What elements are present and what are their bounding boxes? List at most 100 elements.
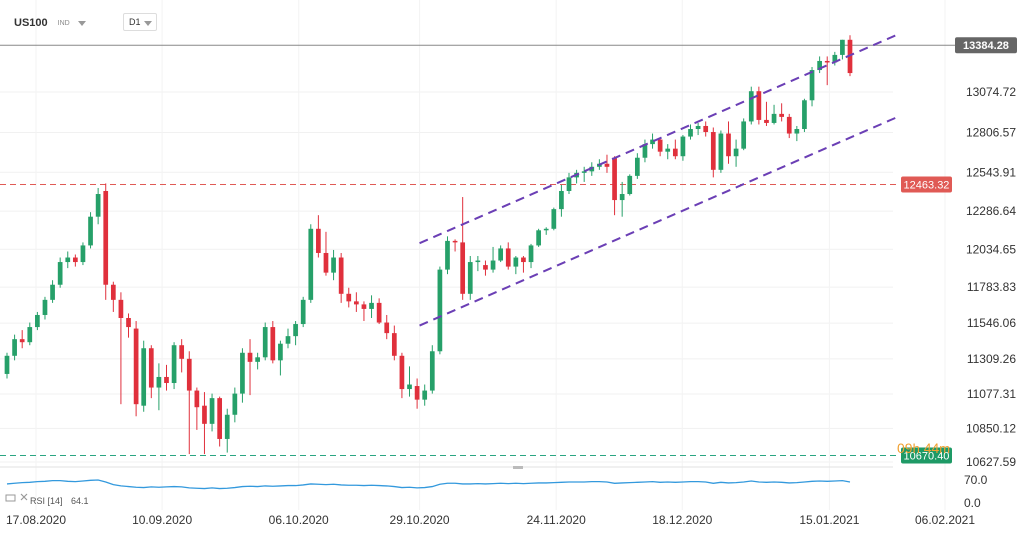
current-price-tag: 13384.28: [963, 40, 1009, 52]
price-tick-label: 11077.31: [967, 387, 1016, 401]
candle-up: [80, 245, 86, 263]
candle-down: [726, 133, 731, 157]
candle-down: [217, 398, 223, 439]
candle-up: [224, 414, 230, 439]
candle-down: [72, 257, 78, 263]
candle-up: [27, 327, 33, 343]
trend-channel: [419, 33, 899, 327]
candle-up: [262, 327, 268, 358]
timeframe-select[interactable]: D1: [123, 13, 157, 31]
candle-down: [452, 240, 458, 243]
candle-up: [817, 60, 822, 71]
candle-down: [612, 157, 617, 201]
rsi-value: 64.1: [71, 496, 89, 506]
candle-up: [688, 129, 693, 137]
candle-countdown: 09h 44m: [897, 440, 950, 456]
price-tick-label: 10850.12: [966, 421, 1016, 435]
rsi-name: RSI [14]: [30, 496, 63, 506]
date-tick-label: 06.02.2021: [915, 513, 975, 527]
candle-down: [186, 358, 192, 391]
candle-down: [103, 190, 109, 285]
candle-up: [634, 157, 640, 176]
chart-toolbar: US100 IND: [14, 12, 86, 34]
candle-up: [566, 177, 572, 191]
candle-down: [361, 304, 367, 309]
candle-up: [559, 190, 564, 210]
candle-down: [786, 116, 792, 134]
candle-up: [650, 139, 655, 145]
indicator-settings-icon: [5, 494, 16, 502]
candle-down: [338, 257, 344, 294]
candle-up: [680, 136, 686, 157]
candle-down: [764, 119, 769, 123]
candle-up: [718, 133, 724, 170]
candle-up: [543, 228, 549, 231]
candle-down: [376, 302, 382, 323]
candle-up: [642, 144, 648, 158]
candle-down: [346, 293, 352, 302]
candle-down: [179, 345, 185, 359]
price-tick-label: 12806.57: [966, 126, 1016, 140]
candle-up: [627, 175, 633, 195]
symbol-name[interactable]: US100: [14, 17, 48, 29]
candle-up: [581, 171, 587, 173]
candle-down: [505, 248, 511, 267]
candle-down: [316, 228, 321, 253]
candle-up: [551, 209, 557, 229]
price-tick-label: 12286.64: [966, 204, 1016, 218]
countdown-minutes-unit: m: [939, 441, 951, 456]
candle-down: [483, 265, 488, 270]
candle-down: [847, 39, 853, 74]
candle-up: [35, 314, 40, 328]
candle-up: [300, 299, 306, 325]
candle-up: [240, 352, 245, 394]
rsi-pane: RSI [14] 64.1: [5, 479, 851, 506]
candle-up: [536, 230, 541, 246]
candle-up: [771, 113, 777, 123]
candle-up: [293, 324, 298, 337]
support-price-tag-box: [901, 447, 952, 464]
candle-down: [202, 405, 207, 424]
candle-up: [232, 393, 238, 415]
countdown-minutes: 44: [923, 440, 940, 456]
candle-up: [475, 260, 481, 263]
candle-down: [164, 376, 169, 384]
price-tick-label: 12543.91: [966, 165, 1016, 179]
price-tick-label: 10627.59: [966, 455, 1016, 469]
candle-down: [710, 132, 716, 170]
date-tick-label: 24.11.2020: [527, 513, 586, 527]
symbol-type: IND: [57, 19, 70, 27]
candle-down: [779, 113, 785, 117]
candle-up: [331, 257, 336, 273]
candle-up: [528, 245, 534, 263]
countdown-hours-unit: h: [912, 441, 920, 456]
candle-up: [141, 348, 147, 406]
rsi-line: [6, 479, 851, 490]
candle-up: [369, 302, 374, 309]
candle-up: [665, 148, 671, 152]
date-tick-label: 29.10.2020: [390, 513, 450, 527]
candle-up: [733, 148, 739, 157]
candle-down: [384, 322, 390, 334]
candle-down: [672, 148, 678, 157]
candle-up: [437, 269, 443, 352]
date-tick-label: 10.09.2020: [132, 513, 192, 527]
candle-down: [270, 327, 276, 361]
candle-up: [809, 70, 815, 101]
chart-axes: 13074.72 12806.57 12543.91 12286.64 12034.65…: [0, 37, 1017, 527]
countdown-hours: 09: [897, 440, 913, 456]
symbol-dropdown-chevron-icon[interactable]: [77, 20, 86, 26]
candle-down: [110, 284, 116, 300]
price-tick-label: 13074.72: [966, 85, 1016, 99]
candle-up: [171, 345, 177, 384]
candle-down: [391, 333, 397, 356]
candle-up: [209, 398, 215, 424]
date-tick-label: 17.08.2020: [6, 513, 66, 527]
candle-up: [308, 228, 314, 300]
price-levels: [0, 44, 955, 457]
candle-up: [741, 121, 747, 149]
candle-up: [42, 299, 48, 315]
candle-up: [490, 260, 496, 270]
candle-down: [19, 339, 25, 343]
